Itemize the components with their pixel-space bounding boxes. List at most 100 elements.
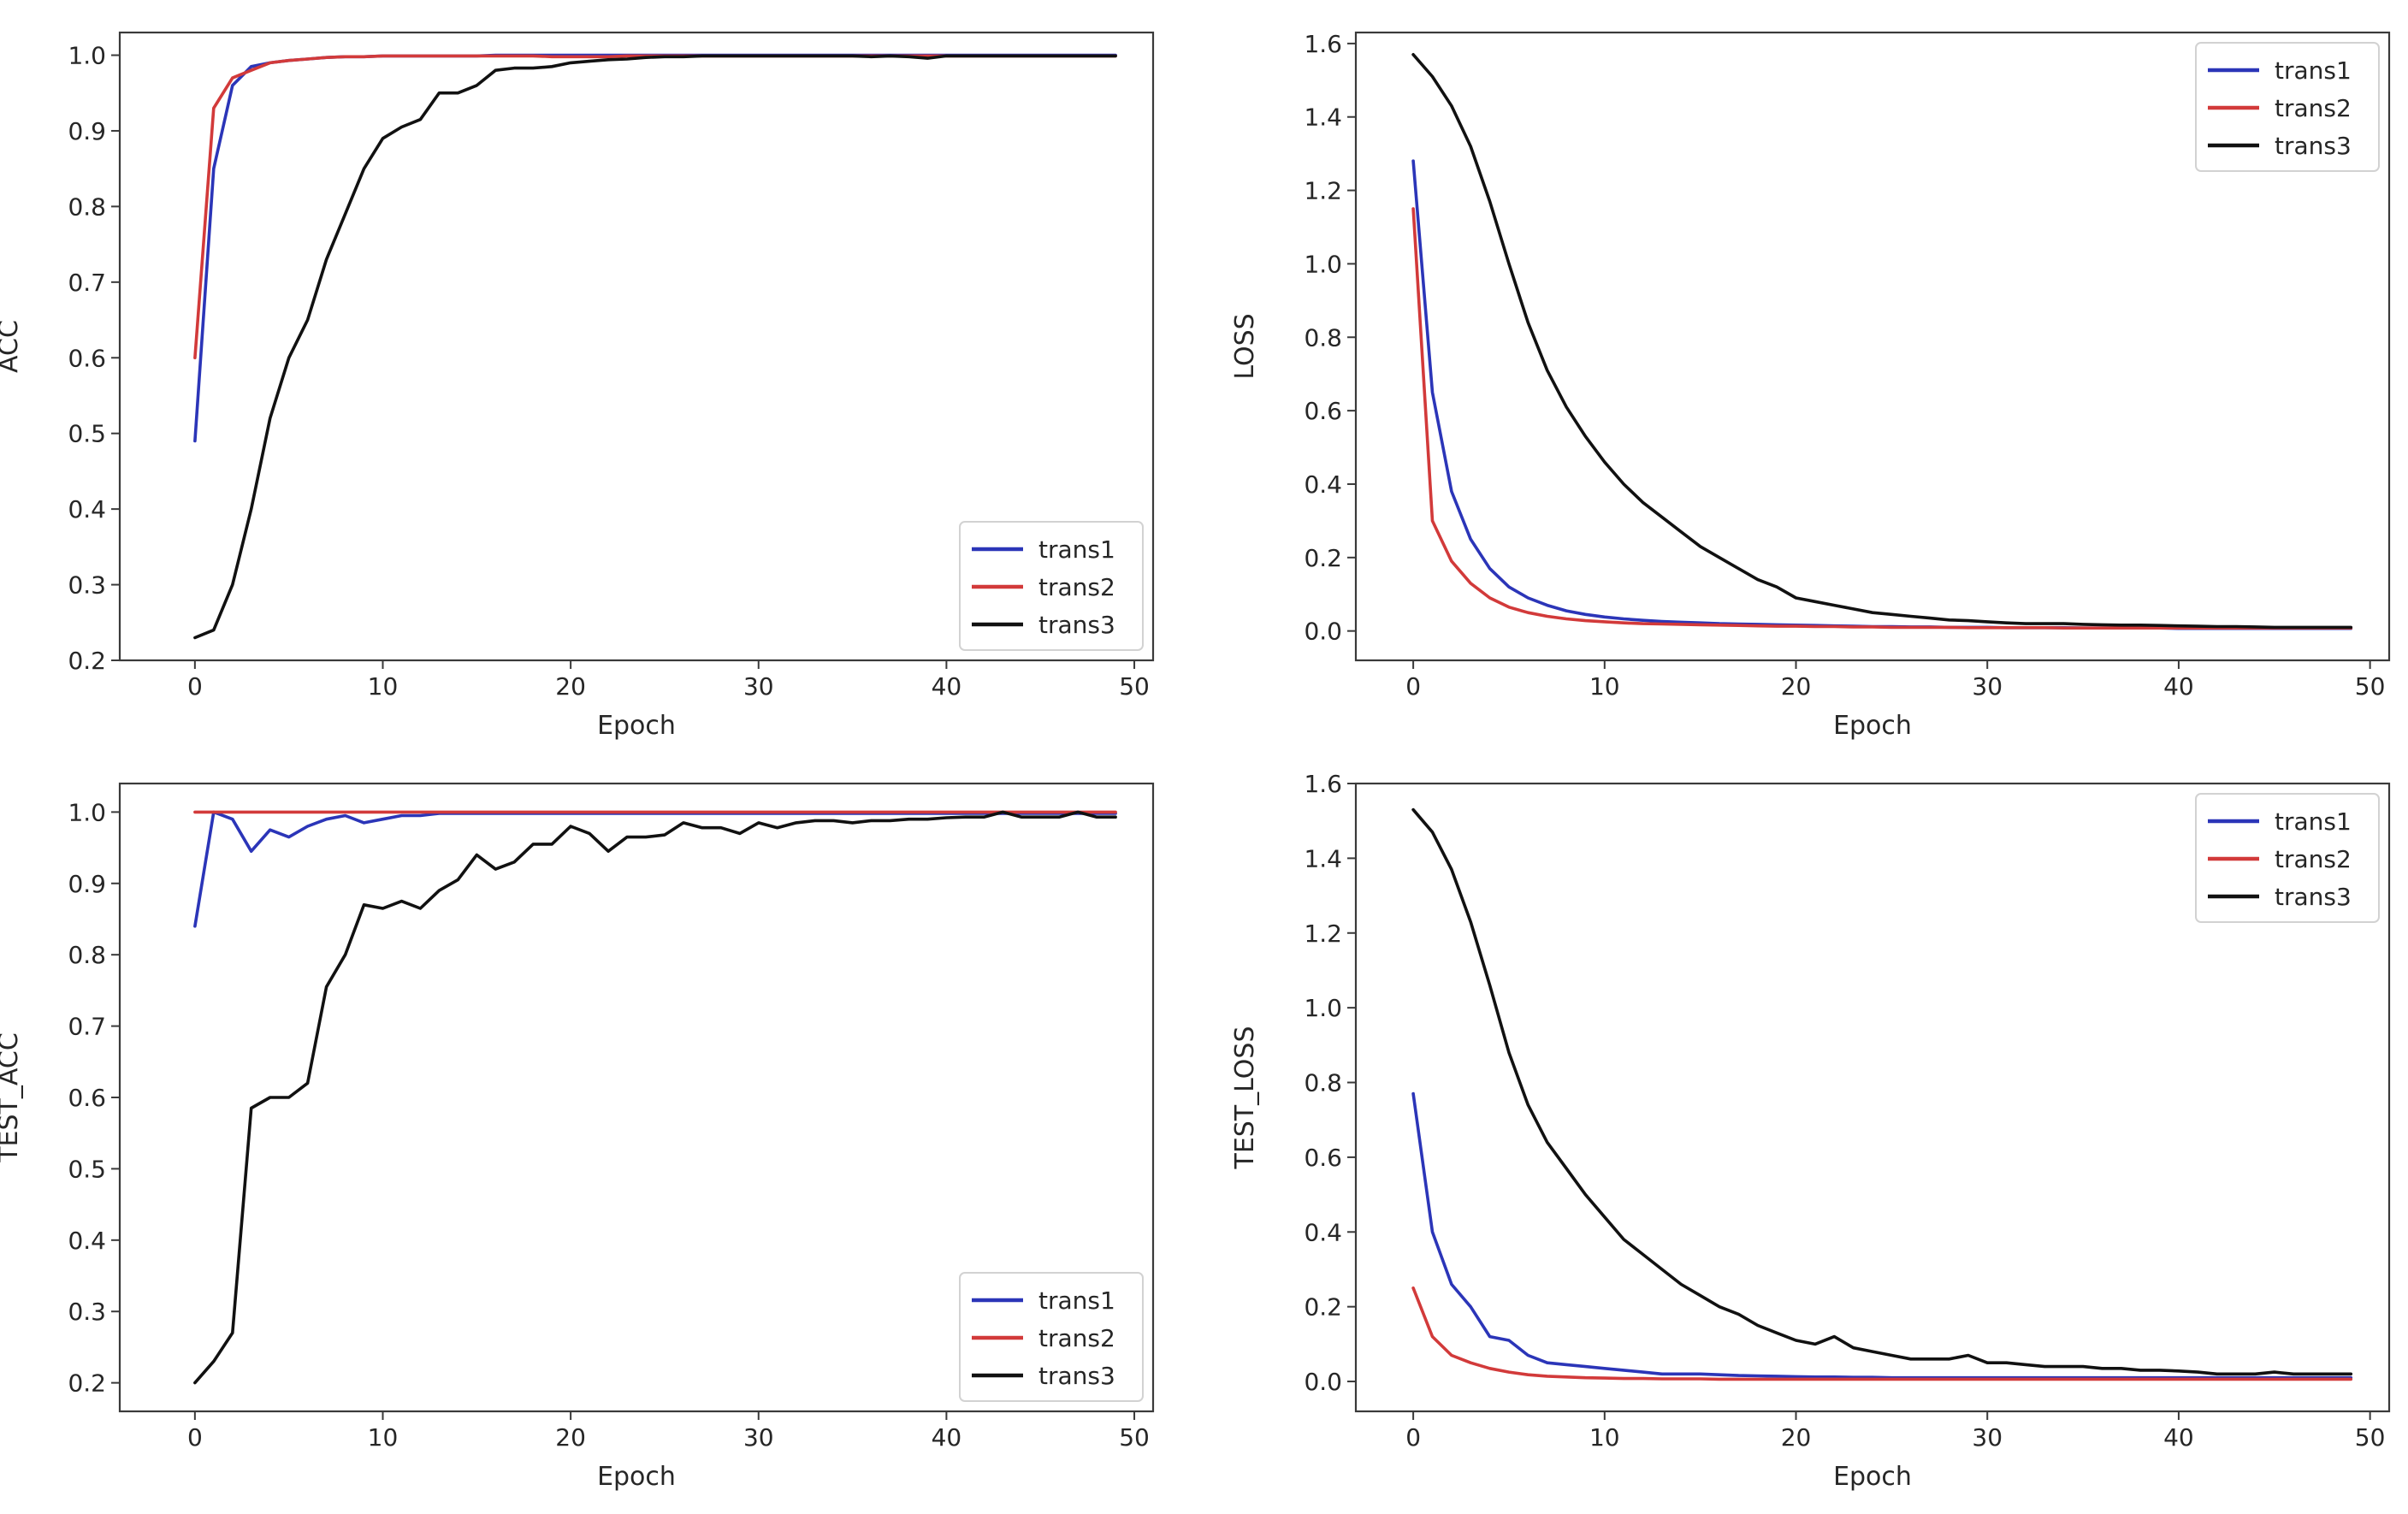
loss-ytick-label: 1.6 [1304,30,1342,58]
acc-legend-label-trans3: trans3 [1038,611,1115,639]
loss-xlabel: Epoch [1833,711,1912,741]
test_loss-legend-label-trans1: trans1 [2275,807,2352,836]
test_acc-ytick-label: 0.4 [68,1227,106,1255]
loss-legend-label-trans3: trans3 [2275,132,2352,160]
test_acc-xtick-label: 20 [555,1423,586,1452]
test_acc-ytick-label: 0.8 [68,941,106,969]
test_loss-ytick-label: 1.2 [1304,920,1342,948]
loss-line-trans1 [1411,159,2353,630]
loss-xtick-label: 50 [2355,672,2386,701]
test_acc-xtick-label: 40 [932,1423,962,1452]
acc-legend-label-trans2: trans2 [1038,573,1115,601]
test_loss-xlabel: Epoch [1833,1462,1912,1492]
test_loss-series-group [1411,807,2353,1381]
loss-axes-frame [1354,31,2391,662]
test_loss-ytick-label: 1.4 [1304,844,1342,872]
acc-axes-frame [118,31,1155,662]
test_loss-axes-frame [1354,782,2391,1413]
acc-line-trans1 [193,53,1117,443]
acc-ytick-label: 0.7 [68,269,106,297]
acc-ytick-label: 0.6 [68,344,106,372]
loss-legend-label-trans2: trans2 [2275,94,2352,122]
test_acc-line-trans3 [193,810,1117,1385]
test_loss-xtick-label: 20 [1781,1423,1812,1452]
loss-legend-label-trans1: trans1 [2275,56,2352,85]
test_acc-ytick-label: 0.3 [68,1298,106,1326]
test_acc-xtick-label: 50 [1119,1423,1150,1452]
test_acc-legend-label-trans3: trans3 [1038,1362,1115,1390]
acc-chart: 0 10 20 30 40 50 0.2 0.3 0.4 0.5 0.6 0.7 0.8 0.9 1.0 Ep… [0,31,1155,741]
test_loss-line-trans1 [1411,1091,2353,1380]
test_loss-line-trans2 [1411,1286,2353,1381]
acc-ytick-label: 0.4 [68,495,106,523]
loss-xtick-label: 0 [1405,672,1421,701]
test_loss-xtick-label: 30 [1972,1423,2003,1452]
test_loss-xtick-label: 0 [1405,1423,1421,1452]
test_loss-ytick-label: 1.6 [1304,770,1342,798]
test_loss-ytick-label: 1.0 [1304,994,1342,1022]
test_acc-ytick-label: 1.0 [68,798,106,826]
acc-ytick-label: 0.5 [68,420,106,448]
test_loss-line-trans3 [1411,807,2353,1376]
acc-xtick-label: 20 [555,672,586,701]
loss-ytick-label: 0.8 [1304,323,1342,352]
acc-xtick-label: 10 [368,672,399,701]
loss-xtick-label: 40 [2163,672,2194,701]
test_acc-ytick-label: 0.9 [68,870,106,898]
acc-xtick-label: 40 [932,672,962,701]
test_acc-legend: trans1 trans2 trans3 [959,1272,1144,1402]
acc-ytick-label: 0.8 [68,192,106,221]
test_loss-legend: trans1 trans2 trans3 [2195,793,2380,923]
test_loss-ytick-label: 0.8 [1304,1069,1342,1097]
loss-ytick-label: 1.4 [1304,103,1342,132]
acc-ytick-label: 0.3 [68,571,106,600]
acc-xlabel: Epoch [597,711,676,741]
loss-line-trans3 [1411,53,2353,630]
loss-legend-box [2195,42,2380,172]
test_loss-xtick-label: 50 [2355,1423,2386,1452]
acc-ytick-label: 0.2 [68,647,106,675]
acc-xtick-label: 30 [743,672,774,701]
test_acc-ytick-label: 0.2 [68,1369,106,1398]
acc-xtick-label: 0 [187,672,203,701]
test_loss-ylabel: TEST_LOSS [1230,1026,1260,1170]
loss-xtick-label: 10 [1589,672,1620,701]
test_acc-legend-box [959,1272,1144,1402]
test_acc-xlabel: Epoch [597,1462,676,1492]
test_loss-ytick-label: 0.2 [1304,1293,1342,1322]
test_acc-line-trans1 [193,810,1117,928]
test_acc-chart: 0 10 20 30 40 50 0.2 0.3 0.4 0.5 0.6 0.7 0.8 0.9 1.0 Ep… [0,782,1155,1492]
loss-ytick-label: 0.2 [1304,544,1342,572]
test_loss-xtick-label: 40 [2163,1423,2194,1452]
acc-line-trans2 [193,54,1117,360]
test_acc-ytick-label: 0.7 [68,1013,106,1041]
acc-series-group [193,53,1117,640]
acc-legend: trans1 trans2 trans3 [959,521,1144,651]
acc-legend-box [959,521,1144,651]
test_acc-ytick-label: 0.6 [68,1084,106,1112]
loss-xtick-label: 30 [1972,672,2003,701]
loss-legend: trans1 trans2 trans3 [2195,42,2380,172]
test_acc-xtick-label: 10 [368,1423,399,1452]
loss-xtick-label: 20 [1781,672,1812,701]
acc-ytick-label: 0.9 [68,117,106,145]
loss-line-trans2 [1411,207,2353,630]
test_acc-ylabel: TEST_ACC [0,1032,24,1163]
loss-ytick-label: 0.6 [1304,397,1342,425]
test_loss-legend-label-trans2: trans2 [2275,845,2352,873]
acc-ytick-label: 1.0 [68,42,106,70]
test_acc-series-group [193,810,1117,1385]
test_acc-legend-label-trans2: trans2 [1038,1324,1115,1352]
loss-ytick-label: 0.4 [1304,470,1342,499]
test_acc-legend-label-trans1: trans1 [1038,1286,1115,1315]
test_loss-ytick-label: 0.4 [1304,1218,1342,1246]
test_loss-ytick-label: 0.0 [1304,1368,1342,1396]
acc-xtick-label: 50 [1119,672,1150,701]
loss-ytick-label: 1.0 [1304,250,1342,278]
test_loss-xtick-label: 10 [1589,1423,1620,1452]
acc-legend-label-trans1: trans1 [1038,535,1115,564]
loss-ytick-label: 0.0 [1304,618,1342,646]
test_loss-legend-box [2195,793,2380,923]
test_acc-ytick-label: 0.5 [68,1155,106,1183]
